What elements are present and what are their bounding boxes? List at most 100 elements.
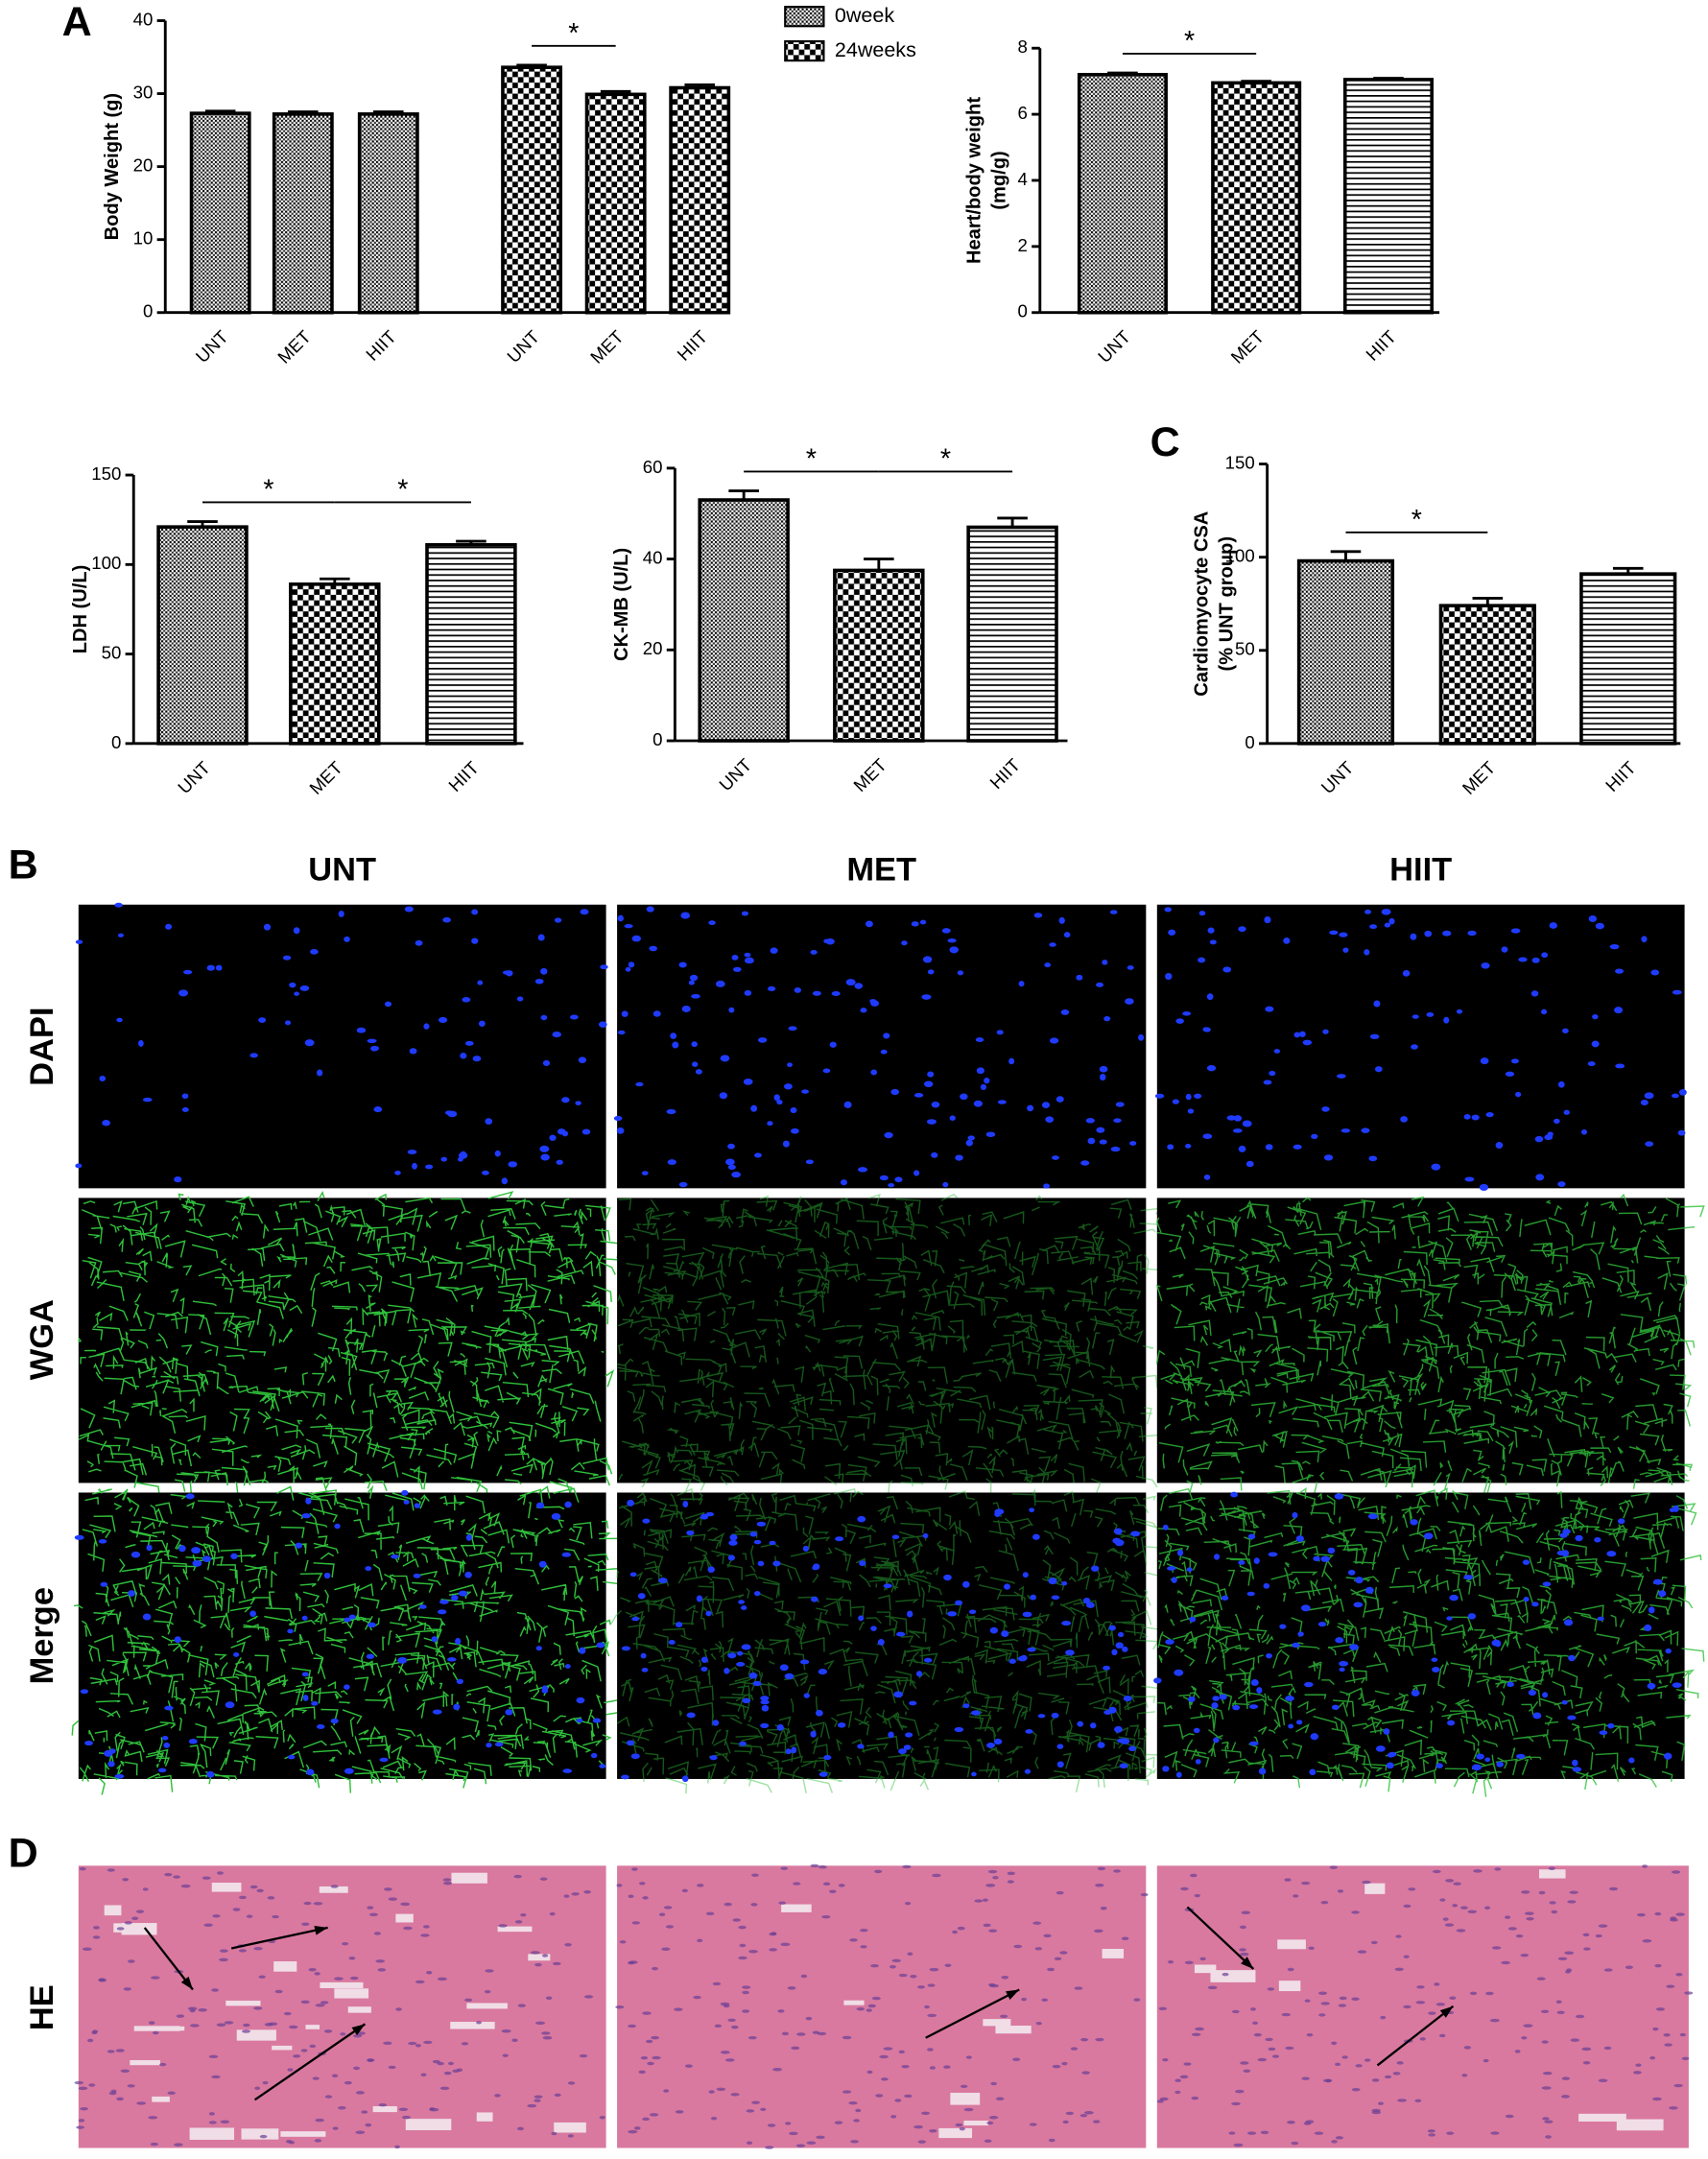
- he-nucleus: [1252, 2021, 1259, 2026]
- nucleus: [1368, 1155, 1378, 1162]
- he-nucleus: [860, 1928, 868, 1933]
- micrograph: [71, 1484, 627, 1795]
- he-nucleus: [1453, 1882, 1461, 1886]
- y-axis-label: LDH (U/L): [70, 565, 91, 654]
- he-nucleus: [898, 1973, 908, 1978]
- nucleus: [556, 1159, 563, 1165]
- nucleus: [770, 947, 778, 954]
- he-nucleus: [829, 1889, 837, 1893]
- nucleus: [715, 980, 725, 987]
- nucleus: [943, 1574, 952, 1581]
- nucleus: [815, 1709, 823, 1717]
- he-nucleus: [1523, 2024, 1533, 2028]
- nucleus: [742, 1697, 751, 1704]
- nucleus: [1443, 1016, 1450, 1024]
- he-nucleus: [1183, 2062, 1192, 2066]
- arrow-shaft: [143, 1927, 194, 1991]
- he-nucleus: [107, 2050, 115, 2053]
- nucleus: [1367, 1513, 1378, 1520]
- he-nucleus: [1555, 2000, 1562, 2004]
- he-nucleus: [243, 2023, 250, 2028]
- nucleus: [409, 1048, 417, 1055]
- nucleus: [554, 917, 562, 923]
- nucleus: [1373, 1000, 1381, 1008]
- nucleus: [1491, 1639, 1502, 1647]
- nucleus: [1044, 962, 1052, 968]
- he-nucleus: [714, 2024, 723, 2029]
- he-nucleus: [1598, 1924, 1608, 1928]
- he-nucleus: [1649, 2055, 1656, 2060]
- x-tick-label: UNT: [715, 754, 755, 795]
- he-nucleus: [651, 2035, 659, 2040]
- he-gap: [1538, 1869, 1566, 1879]
- nucleus: [1165, 972, 1173, 981]
- nucleus: [438, 1609, 447, 1615]
- nucleus: [1113, 1118, 1122, 1124]
- nucleus: [482, 1170, 489, 1175]
- nucleus: [1561, 1550, 1570, 1557]
- nucleus: [880, 1049, 888, 1055]
- he-gap: [983, 2019, 1011, 2027]
- nucleus: [1049, 942, 1056, 947]
- nucleus: [1219, 1694, 1227, 1700]
- nucleus: [1004, 1583, 1010, 1590]
- nucleus: [1117, 1738, 1127, 1744]
- nucleus: [681, 1005, 691, 1012]
- nucleus: [1677, 1129, 1686, 1136]
- nucleus: [1238, 1145, 1246, 1152]
- nucleus: [1295, 1720, 1303, 1725]
- membrane-network: [617, 1193, 1167, 1500]
- nucleus: [403, 1500, 410, 1505]
- nucleus: [1091, 1565, 1100, 1572]
- nucleus: [1369, 1033, 1380, 1039]
- nucleus: [1230, 1491, 1238, 1498]
- nucleus: [627, 1499, 635, 1507]
- nucleus: [302, 1695, 309, 1701]
- nucleus: [1327, 1547, 1336, 1554]
- he-nucleus: [420, 1934, 430, 1937]
- nucleus: [646, 906, 654, 913]
- he-nucleus: [383, 2041, 392, 2046]
- he-nucleus: [1167, 1959, 1174, 1964]
- he-nucleus: [793, 1882, 801, 1886]
- he-nucleus: [211, 1988, 219, 1992]
- nucleus: [997, 1100, 1007, 1104]
- nucleus: [1349, 1644, 1359, 1650]
- nucleus: [230, 1553, 238, 1560]
- he-nucleus: [1445, 1879, 1455, 1883]
- nucleus: [1206, 1065, 1217, 1072]
- panel-label: B: [9, 842, 38, 888]
- he-nucleus: [324, 2095, 333, 2099]
- nucleus: [907, 1610, 913, 1618]
- bar: [966, 525, 1058, 743]
- he-nucleus: [628, 2024, 636, 2029]
- nucleus: [753, 1590, 761, 1597]
- he-nucleus: [1222, 1972, 1229, 1977]
- nucleus: [1426, 1011, 1435, 1017]
- he-nucleus: [1267, 1987, 1275, 1991]
- he-nucleus: [1285, 2046, 1294, 2051]
- nucleus: [458, 1590, 468, 1597]
- he-nucleus: [340, 2032, 346, 2036]
- nucleus: [215, 964, 223, 971]
- nucleus: [1542, 1692, 1549, 1698]
- nucleus: [1331, 1704, 1340, 1710]
- he-nucleus: [871, 1996, 881, 2001]
- nucleus: [412, 1162, 417, 1170]
- nucleus: [575, 1101, 581, 1105]
- he-nucleus: [314, 2139, 322, 2143]
- he-nucleus: [542, 2036, 553, 2040]
- he-nucleus: [1174, 2090, 1181, 2095]
- nucleus: [564, 1664, 571, 1669]
- he-nucleus: [974, 1899, 984, 1903]
- nucleus: [540, 967, 548, 975]
- he-nucleus: [408, 2041, 417, 2046]
- nucleus: [1076, 974, 1083, 981]
- nucleus: [1567, 1715, 1577, 1720]
- nucleus: [1166, 1566, 1176, 1571]
- nucleus: [686, 1530, 695, 1536]
- nucleus: [1423, 1532, 1434, 1540]
- nucleus: [1410, 1519, 1418, 1526]
- nucleus: [1299, 1031, 1306, 1037]
- he-nucleus: [377, 1968, 387, 1972]
